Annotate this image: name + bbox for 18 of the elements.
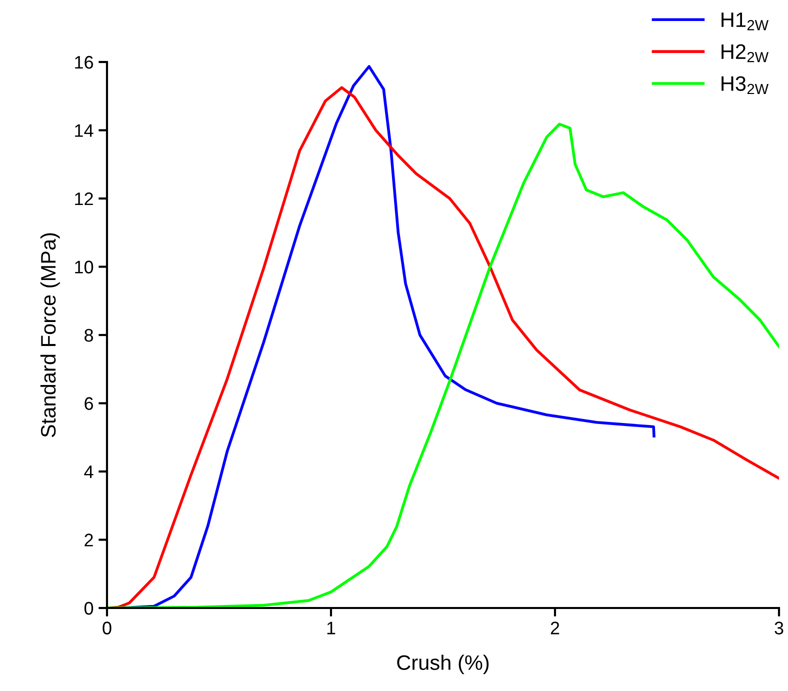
y-axis-title: Standard Force (MPa) xyxy=(40,233,60,438)
x-axis-title: Crush (%) xyxy=(397,654,489,674)
y-tick-label: 8 xyxy=(84,328,94,342)
x-tick-label: 0 xyxy=(102,622,112,634)
y-tick-label: 4 xyxy=(84,466,94,478)
y-tick-label: 12 xyxy=(75,192,93,206)
y-tick-label: 2 xyxy=(84,534,93,546)
y-tick-label: 10 xyxy=(75,260,94,274)
x-tick-label: 2 xyxy=(550,622,560,634)
y-tick-label: 14 xyxy=(75,124,94,137)
y-tick-label: 6 xyxy=(84,397,94,410)
x-tick-label: 1 xyxy=(327,622,336,634)
legend-label: H3$_{2W}$ xyxy=(722,76,769,94)
legend-label: H1$_{2W}$ xyxy=(722,12,769,30)
y-tick-label: 0 xyxy=(84,602,94,615)
legend-label: H2$_{2W}$ xyxy=(722,44,769,62)
x-tick-label: 3 xyxy=(774,622,784,634)
y-tick-label: 16 xyxy=(75,56,94,69)
